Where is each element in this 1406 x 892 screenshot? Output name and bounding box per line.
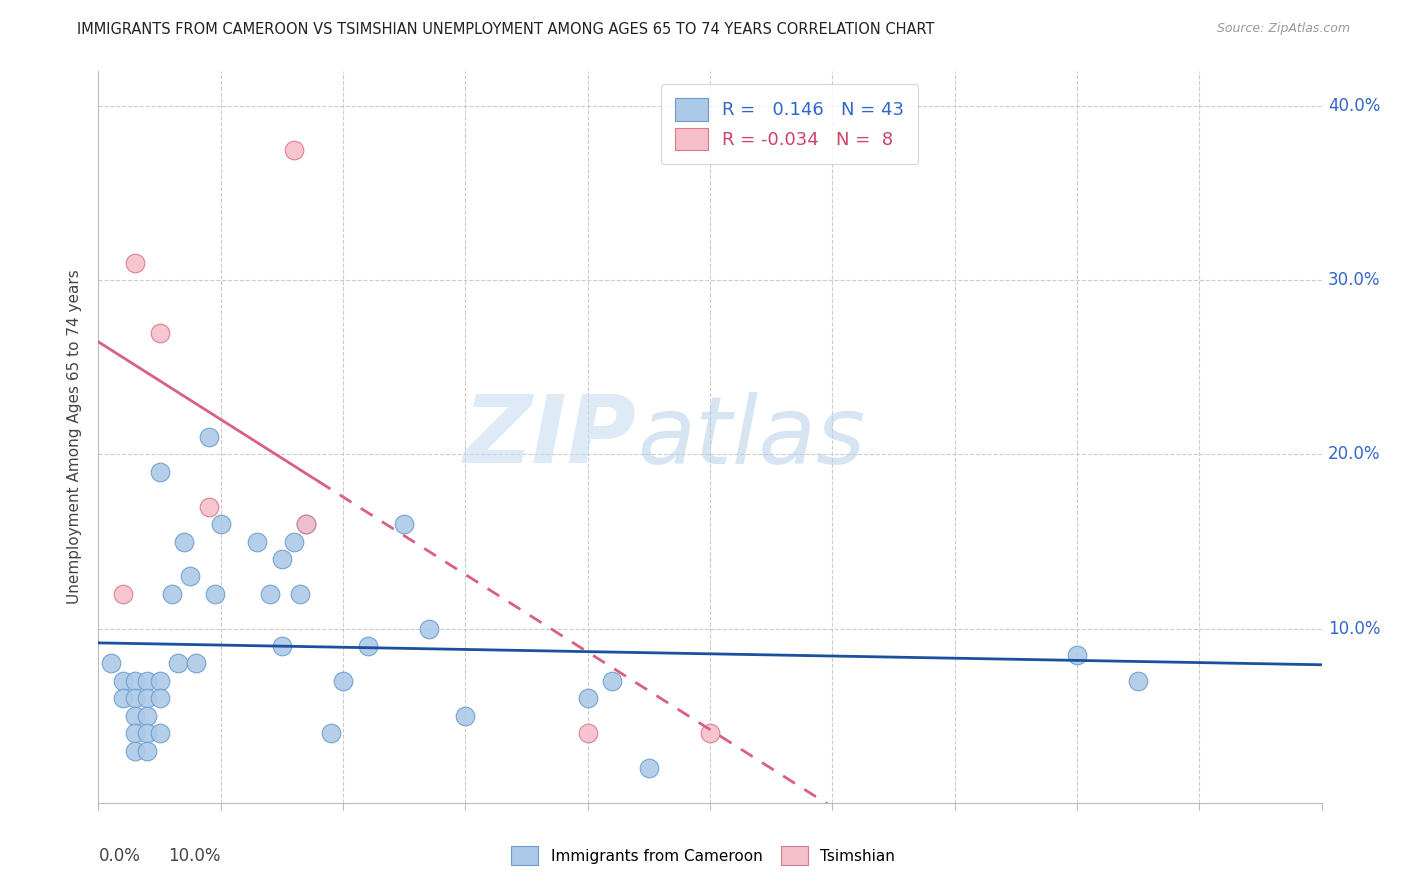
Text: 0.0%: 0.0% bbox=[98, 847, 141, 864]
Point bbox=[576, 726, 599, 740]
Text: atlas: atlas bbox=[637, 392, 865, 483]
Point bbox=[418, 622, 440, 636]
Point bbox=[160, 587, 183, 601]
Point bbox=[283, 143, 305, 157]
Point bbox=[1066, 648, 1088, 662]
Point bbox=[290, 587, 312, 601]
Point bbox=[136, 743, 159, 757]
Point bbox=[270, 552, 294, 566]
Text: Source: ZipAtlas.com: Source: ZipAtlas.com bbox=[1216, 22, 1350, 36]
Point bbox=[699, 726, 721, 740]
Point bbox=[149, 726, 172, 740]
Point bbox=[149, 691, 172, 706]
Point bbox=[209, 517, 232, 532]
Text: 30.0%: 30.0% bbox=[1327, 271, 1381, 289]
Point bbox=[111, 691, 134, 706]
Point bbox=[356, 639, 378, 653]
Point bbox=[124, 673, 146, 688]
Point bbox=[637, 761, 661, 775]
Point bbox=[149, 673, 172, 688]
Point bbox=[111, 587, 134, 601]
Point bbox=[576, 691, 599, 706]
Point bbox=[204, 587, 226, 601]
Point bbox=[136, 708, 159, 723]
Text: IMMIGRANTS FROM CAMEROON VS TSIMSHIAN UNEMPLOYMENT AMONG AGES 65 TO 74 YEARS COR: IMMIGRANTS FROM CAMEROON VS TSIMSHIAN UN… bbox=[77, 22, 935, 37]
Point bbox=[136, 726, 159, 740]
Point bbox=[1128, 673, 1150, 688]
Text: 20.0%: 20.0% bbox=[1327, 445, 1381, 464]
Point bbox=[186, 657, 208, 671]
Point bbox=[136, 673, 159, 688]
Point bbox=[270, 639, 294, 653]
Point bbox=[179, 569, 201, 583]
Point bbox=[124, 743, 146, 757]
Legend: R =   0.146   N = 43, R = -0.034   N =  8: R = 0.146 N = 43, R = -0.034 N = 8 bbox=[661, 84, 918, 164]
Point bbox=[259, 587, 281, 601]
Point bbox=[319, 726, 342, 740]
Point bbox=[111, 673, 134, 688]
Text: 40.0%: 40.0% bbox=[1327, 97, 1381, 115]
Point bbox=[197, 500, 219, 514]
Point bbox=[124, 726, 146, 740]
Point bbox=[295, 517, 318, 532]
Point bbox=[600, 673, 623, 688]
Text: ZIP: ZIP bbox=[464, 391, 637, 483]
Point bbox=[124, 691, 146, 706]
Point bbox=[149, 465, 172, 479]
Point bbox=[136, 691, 159, 706]
Point bbox=[283, 534, 305, 549]
Legend: Immigrants from Cameroon, Tsimshian: Immigrants from Cameroon, Tsimshian bbox=[505, 840, 901, 871]
Point bbox=[167, 657, 190, 671]
Point bbox=[246, 534, 269, 549]
Y-axis label: Unemployment Among Ages 65 to 74 years: Unemployment Among Ages 65 to 74 years bbox=[67, 269, 83, 605]
Point bbox=[454, 708, 477, 723]
Point bbox=[173, 534, 195, 549]
Point bbox=[100, 657, 122, 671]
Point bbox=[124, 708, 146, 723]
Point bbox=[149, 326, 172, 340]
Point bbox=[295, 517, 318, 532]
Point bbox=[392, 517, 416, 532]
Point bbox=[332, 673, 354, 688]
Text: 10.0%: 10.0% bbox=[169, 847, 221, 864]
Text: 10.0%: 10.0% bbox=[1327, 620, 1381, 638]
Point bbox=[124, 256, 146, 270]
Point bbox=[197, 430, 219, 444]
